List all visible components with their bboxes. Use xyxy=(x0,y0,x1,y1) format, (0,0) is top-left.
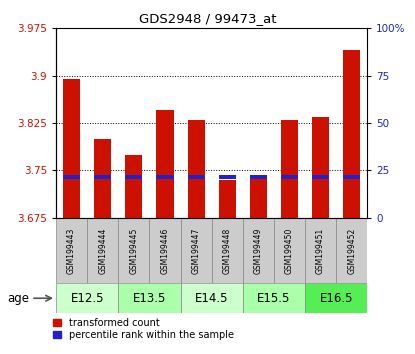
Bar xyxy=(56,218,87,283)
Bar xyxy=(188,120,205,218)
Bar xyxy=(125,155,142,218)
Text: GSM199445: GSM199445 xyxy=(129,227,138,274)
Bar xyxy=(156,110,173,218)
Bar xyxy=(118,218,149,283)
Bar xyxy=(118,283,181,313)
Bar xyxy=(94,176,111,178)
Text: age: age xyxy=(7,292,29,305)
Bar xyxy=(250,176,267,178)
Text: GSM199451: GSM199451 xyxy=(316,227,325,274)
Legend: transformed count, percentile rank within the sample: transformed count, percentile rank withi… xyxy=(53,318,234,340)
Bar xyxy=(250,177,267,218)
Bar xyxy=(181,283,243,313)
Bar xyxy=(125,176,142,178)
Bar xyxy=(312,117,329,218)
Bar xyxy=(63,79,80,218)
Bar xyxy=(281,176,298,178)
Text: GSM199448: GSM199448 xyxy=(223,227,232,274)
Text: GSM199444: GSM199444 xyxy=(98,227,107,274)
Bar xyxy=(181,218,212,283)
Bar xyxy=(281,120,298,218)
Bar xyxy=(343,50,360,218)
Bar xyxy=(343,176,360,178)
Bar xyxy=(188,176,205,178)
Bar xyxy=(219,176,236,178)
Text: E16.5: E16.5 xyxy=(320,292,353,305)
Text: GSM199446: GSM199446 xyxy=(161,227,169,274)
Text: GSM199449: GSM199449 xyxy=(254,227,263,274)
Text: GSM199447: GSM199447 xyxy=(192,227,200,274)
Bar xyxy=(305,218,336,283)
Bar xyxy=(156,176,173,178)
Bar xyxy=(243,283,305,313)
Text: E12.5: E12.5 xyxy=(71,292,104,305)
Bar xyxy=(336,218,367,283)
Bar xyxy=(149,218,181,283)
Text: GSM199443: GSM199443 xyxy=(67,227,76,274)
Text: GSM199450: GSM199450 xyxy=(285,227,294,274)
Text: E13.5: E13.5 xyxy=(133,292,166,305)
Bar xyxy=(87,218,118,283)
Text: GSM199452: GSM199452 xyxy=(347,227,356,274)
Bar xyxy=(212,218,243,283)
Bar xyxy=(63,176,80,178)
Bar xyxy=(56,283,118,313)
Bar xyxy=(312,176,329,178)
Bar xyxy=(274,218,305,283)
Bar xyxy=(94,139,111,218)
Text: GDS2948 / 99473_at: GDS2948 / 99473_at xyxy=(139,12,276,25)
Text: E14.5: E14.5 xyxy=(195,292,228,305)
Bar xyxy=(219,180,236,218)
Bar xyxy=(305,283,367,313)
Text: E15.5: E15.5 xyxy=(257,292,290,305)
Bar xyxy=(243,218,274,283)
